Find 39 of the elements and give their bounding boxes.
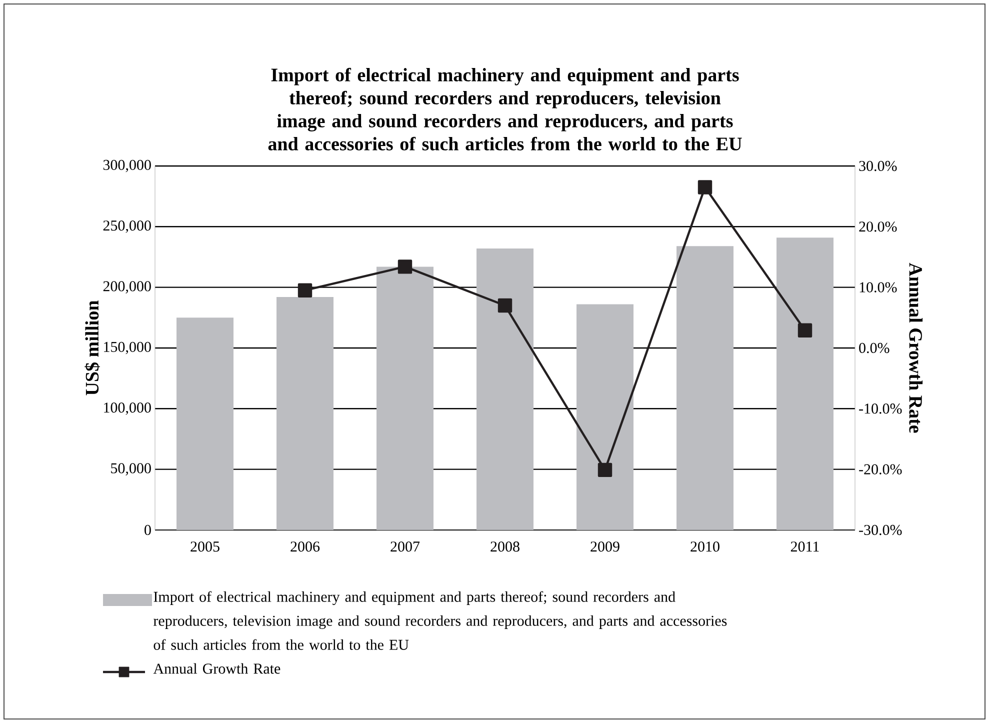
bar: [676, 246, 734, 530]
bar: [376, 266, 434, 530]
y2-axis-title: Annual Growth Rate: [909, 262, 923, 433]
y-tick-label: 300,000: [103, 160, 151, 172]
y-tick-label: 100,000: [104, 402, 151, 415]
y2-tick-label: -10.0%: [859, 404, 902, 414]
bar: [276, 297, 334, 530]
bar: [476, 248, 534, 530]
chart-title: Import of electrical machinery and equipment and parts thereof; sound recorders and reproducers, television image and sound recorders and reproducers, and parts and accessories of such articles from the world to the EU: [268, 68, 742, 150]
x-tick-label: 2010: [690, 542, 720, 552]
y2-tick-label: 10.0%: [860, 282, 897, 292]
bar: [176, 318, 234, 530]
y2-tick-label: -30.0%: [859, 524, 902, 536]
y2-tick-label: 30.0%: [859, 160, 897, 172]
bar: [576, 304, 634, 530]
legend-label: Import of electrical machinery and equipment and parts thereof; sound recorders and reproducers, television image and sound recorders and reproducers, and parts and accessories of such articles from the world to the EU: [154, 591, 727, 650]
y-axis-title: US$ million: [84, 300, 100, 396]
x-tick-label: 2008: [490, 542, 520, 552]
x-tick-label: 2005: [190, 542, 220, 552]
point: [398, 260, 412, 274]
y2-tick-label: 0.0%: [859, 342, 890, 354]
y-tick-label: 0: [144, 524, 151, 536]
y2-tick-label: 20.0%: [859, 222, 897, 232]
y-tick-label: 50,000: [111, 463, 151, 476]
bar: [776, 238, 834, 530]
point: [298, 283, 312, 298]
y-tick-label: 250,000: [103, 220, 151, 233]
x-tick-label: 2007: [390, 542, 420, 552]
point: [498, 298, 512, 313]
point: [798, 323, 812, 338]
point: [598, 462, 612, 478]
x-tick-label: 2011: [790, 542, 819, 552]
legend-label: Annual Growth Rate: [153, 663, 280, 674]
x-tick-label: 2006: [290, 542, 320, 552]
y-tick-label: 150,000: [104, 342, 151, 354]
point: [698, 180, 712, 194]
y2-tick-label: -20.0%: [859, 464, 902, 474]
y-tick-label: 200,000: [103, 281, 151, 294]
x-tick-label: 2009: [590, 542, 620, 552]
